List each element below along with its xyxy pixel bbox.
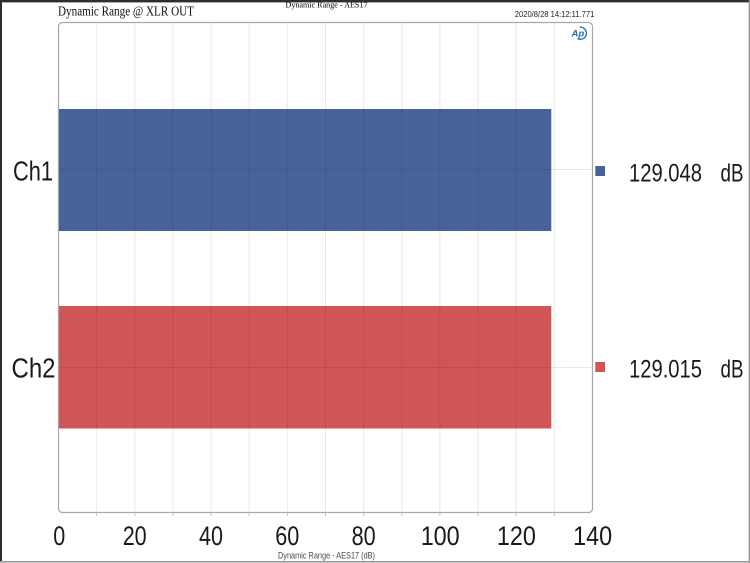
svg-text:80: 80 — [352, 521, 376, 551]
svg-text:dB: dB — [721, 356, 744, 384]
svg-text:Dynamic Range - AES17: Dynamic Range - AES17 — [286, 1, 368, 10]
svg-text:129.048: 129.048 — [629, 159, 702, 187]
svg-text:Ch2: Ch2 — [12, 352, 56, 383]
svg-text:129.015: 129.015 — [629, 356, 702, 384]
svg-text:Dynamic Range @ XLR OUT: Dynamic Range @ XLR OUT — [58, 3, 195, 18]
svg-text:40: 40 — [199, 521, 223, 551]
svg-text:dB: dB — [721, 159, 744, 187]
svg-text:2020/8/28 14:12:11.771: 2020/8/28 14:12:11.771 — [515, 10, 595, 19]
svg-text:Dynamic Range - AES17 (dB): Dynamic Range - AES17 (dB) — [278, 551, 375, 562]
svg-text:20: 20 — [123, 521, 147, 551]
svg-text:140: 140 — [573, 521, 612, 551]
svg-text:0: 0 — [53, 521, 65, 551]
svg-text:60: 60 — [275, 521, 299, 551]
svg-text:120: 120 — [497, 521, 536, 551]
svg-text:100: 100 — [421, 521, 460, 551]
svg-text:Ap: Ap — [571, 29, 585, 40]
svg-text:Ch1: Ch1 — [13, 155, 53, 186]
